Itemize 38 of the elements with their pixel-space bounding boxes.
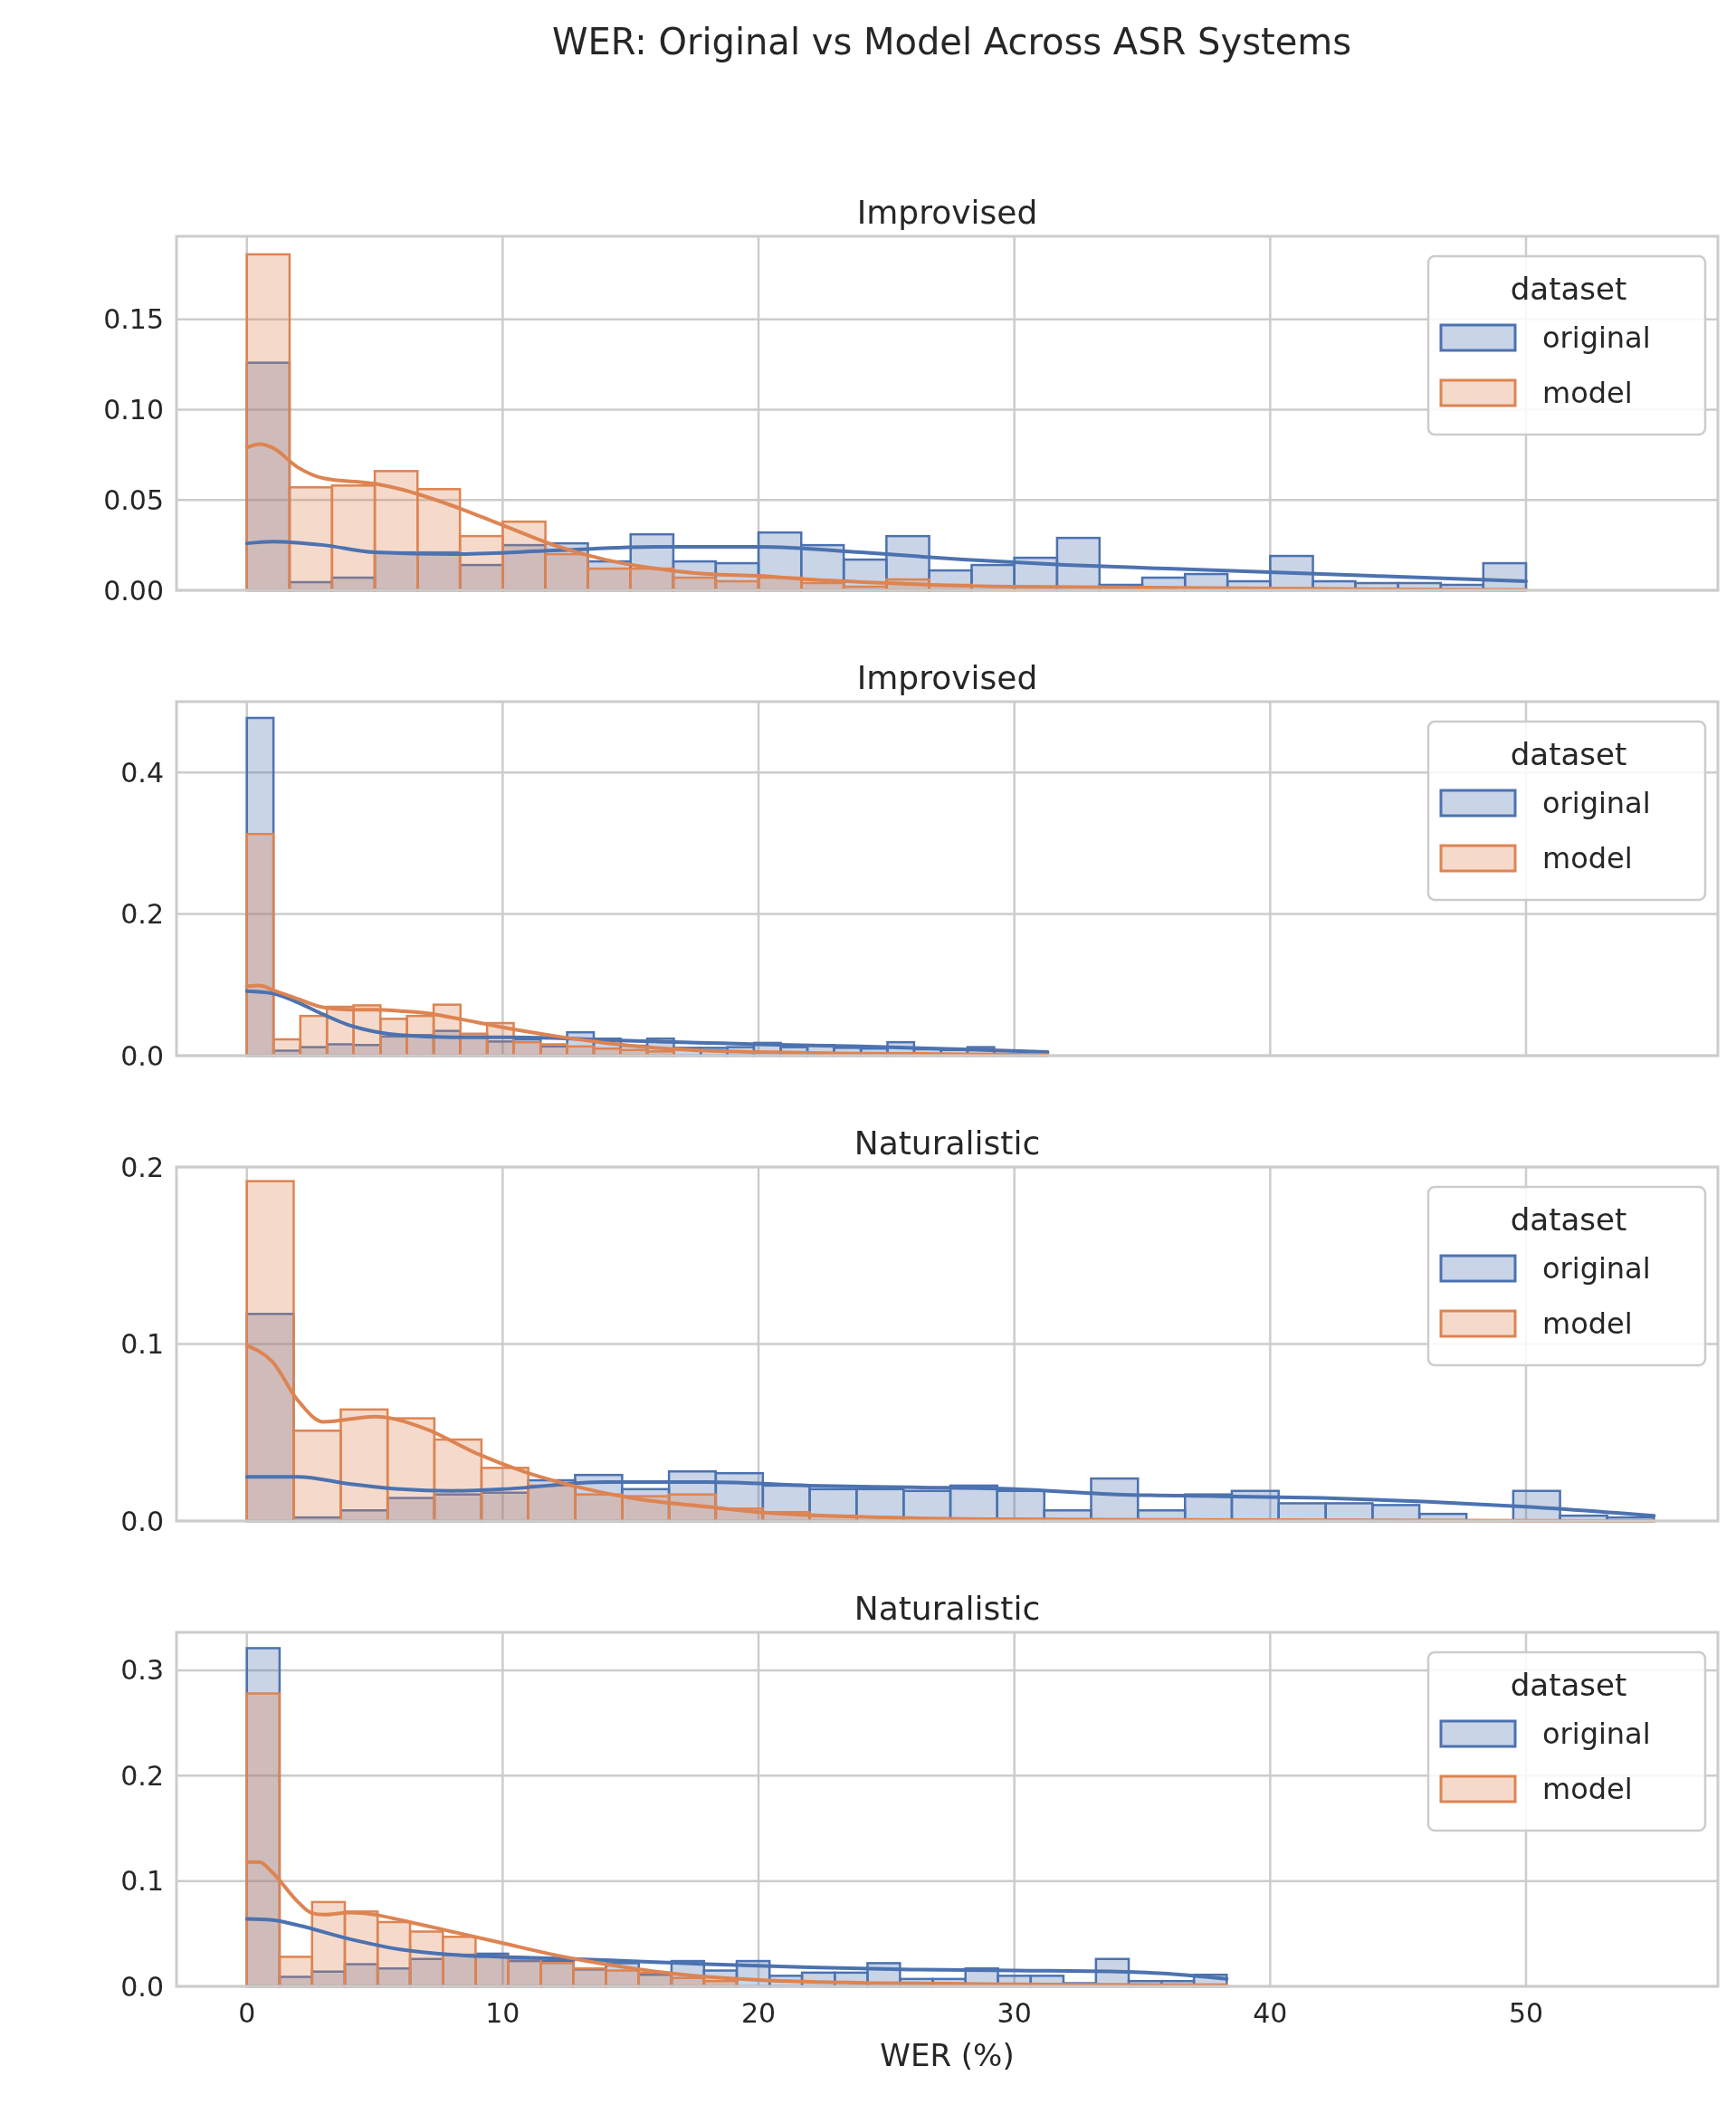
- legend-label: model: [1542, 1772, 1633, 1807]
- y-tick-label: 0.15: [103, 303, 164, 336]
- y-tick-label: 0.05: [103, 483, 164, 516]
- x-tick-label: 20: [740, 1997, 777, 2029]
- legend-label: original: [1542, 1717, 1651, 1752]
- legend-label: model: [1542, 1306, 1633, 1342]
- legend-label: original: [1542, 1251, 1651, 1287]
- legend-title: dataset: [1510, 736, 1627, 772]
- chart-title: Improvised: [856, 659, 1038, 696]
- x-tick-label: 10: [485, 1997, 520, 2029]
- y-tick-label: 0.10: [103, 394, 164, 426]
- text: WER: Original vs Model Across ASR Systems: [551, 21, 1352, 62]
- legend-title: dataset: [1510, 271, 1627, 307]
- x-tick-label: 30: [997, 1997, 1032, 2029]
- legend-label: model: [1542, 841, 1633, 876]
- chart-title: Naturalistic: [854, 1590, 1041, 1627]
- x-axis-title: WER (%): [880, 2037, 1015, 2073]
- legend-label: model: [1542, 376, 1633, 411]
- y-tick-label: 0.1: [120, 1328, 164, 1360]
- x-tick-label: 40: [1253, 1997, 1288, 2029]
- y-tick-label: 0.00: [103, 574, 164, 607]
- y-tick-label: 0.2: [120, 1759, 164, 1792]
- y-tick-label: 0.2: [120, 1151, 164, 1183]
- y-tick-label: 0.0: [120, 1039, 164, 1072]
- y-tick-label: 0.3: [120, 1654, 164, 1687]
- legend-label: original: [1542, 320, 1651, 356]
- legend-title: dataset: [1510, 1667, 1627, 1703]
- x-tick-label: 50: [1508, 1997, 1544, 2029]
- y-tick-label: 0.1: [120, 1865, 164, 1898]
- legend-title: dataset: [1510, 1201, 1627, 1238]
- x-tick-label: 0: [238, 1997, 256, 2029]
- chart-title: Improvised: [856, 194, 1038, 231]
- y-tick-label: 0.4: [120, 756, 164, 789]
- y-tick-label: 0.0: [120, 1505, 164, 1537]
- chart-title: Naturalistic: [854, 1124, 1041, 1162]
- y-tick-label: 0.0: [120, 1970, 164, 2003]
- legend-label: original: [1542, 786, 1651, 821]
- y-tick-label: 0.2: [120, 898, 164, 931]
